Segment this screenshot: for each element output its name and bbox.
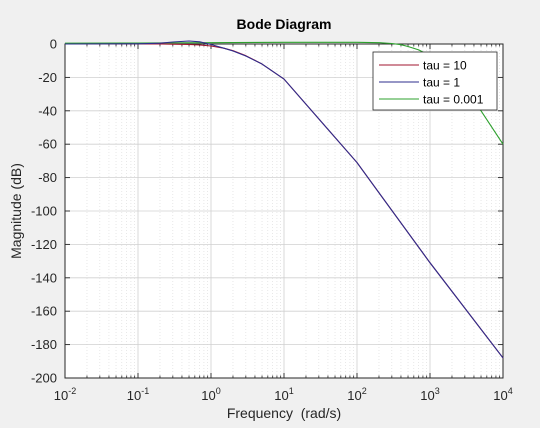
legend-label: tau = 0.001 xyxy=(423,93,484,107)
legend-label: tau = 1 xyxy=(423,76,460,90)
x-tick-label: 104 xyxy=(493,386,512,403)
x-tick-labels: 10-2 10-1 100 101 102 103 104 xyxy=(54,386,513,403)
axis-ticks xyxy=(64,43,504,379)
y-tick-label: 0 xyxy=(50,37,57,52)
y-tick-label: -180 xyxy=(31,337,57,352)
y-tick-label: -160 xyxy=(31,304,57,319)
x-tick-label: 103 xyxy=(420,386,439,403)
x-tick-label: 10-2 xyxy=(54,386,76,403)
y-tick-labels: 0 -20 -40 -60 -80 -100 -120 -140 -160 -180 -200 xyxy=(31,37,57,386)
x-tick-label: 102 xyxy=(347,386,366,403)
y-axis-label: Magnitude (dB) xyxy=(8,163,24,259)
y-tick-label: -100 xyxy=(31,204,57,219)
y-tick-label: -40 xyxy=(38,103,57,118)
x-tick-label: 10-1 xyxy=(127,386,149,403)
x-tick-label: 100 xyxy=(201,386,220,403)
y-tick-label: -140 xyxy=(31,270,57,285)
y-tick-label: -80 xyxy=(38,170,57,185)
y-tick-label: -200 xyxy=(31,371,57,386)
legend-box xyxy=(372,51,498,111)
x-axis-label: Frequency (rad/s) xyxy=(227,405,341,421)
y-tick-label: -120 xyxy=(31,237,57,252)
y-tick-label: -60 xyxy=(38,137,57,152)
series-line xyxy=(64,40,504,359)
y-tick-label: -20 xyxy=(38,70,57,85)
chart-title: Bode Diagram xyxy=(237,16,332,32)
legend-label: tau = 10 xyxy=(423,59,467,73)
x-tick-label: 101 xyxy=(274,386,293,403)
legend: tau = 10 tau = 1 tau = 0.001 xyxy=(372,51,498,111)
